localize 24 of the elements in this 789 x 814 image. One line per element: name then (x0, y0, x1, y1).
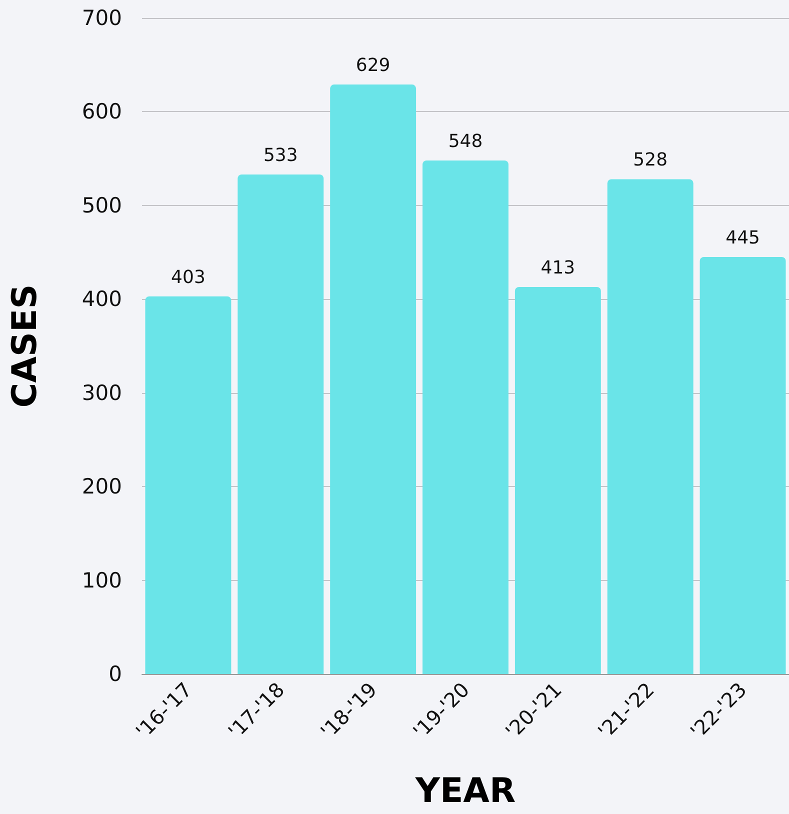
bar (607, 179, 694, 674)
y-tick-label: 700 (82, 6, 122, 30)
data-label: 548 (448, 130, 483, 152)
bar (514, 286, 601, 674)
y-tick-label: 400 (82, 287, 122, 312)
y-tick-label: 0 (108, 662, 122, 686)
bar (422, 160, 508, 674)
x-axis-title: YEAR (414, 771, 516, 811)
y-tick-label: 500 (82, 193, 122, 218)
y-tick-label: 200 (82, 474, 122, 499)
bar (330, 84, 416, 674)
bar (238, 174, 324, 674)
y-tick-label: 300 (82, 380, 122, 405)
y-tick-label: 100 (82, 568, 122, 592)
data-label: 629 (356, 55, 390, 76)
data-label: 413 (540, 257, 576, 278)
y-axis-title: CASES (5, 284, 45, 408)
bar (700, 256, 786, 674)
data-label: 403 (171, 266, 206, 288)
y-tick-label: 600 (82, 100, 122, 124)
data-label: 445 (726, 227, 760, 248)
data-label: 528 (633, 150, 668, 171)
data-label: 533 (263, 145, 298, 166)
bar (145, 296, 232, 674)
